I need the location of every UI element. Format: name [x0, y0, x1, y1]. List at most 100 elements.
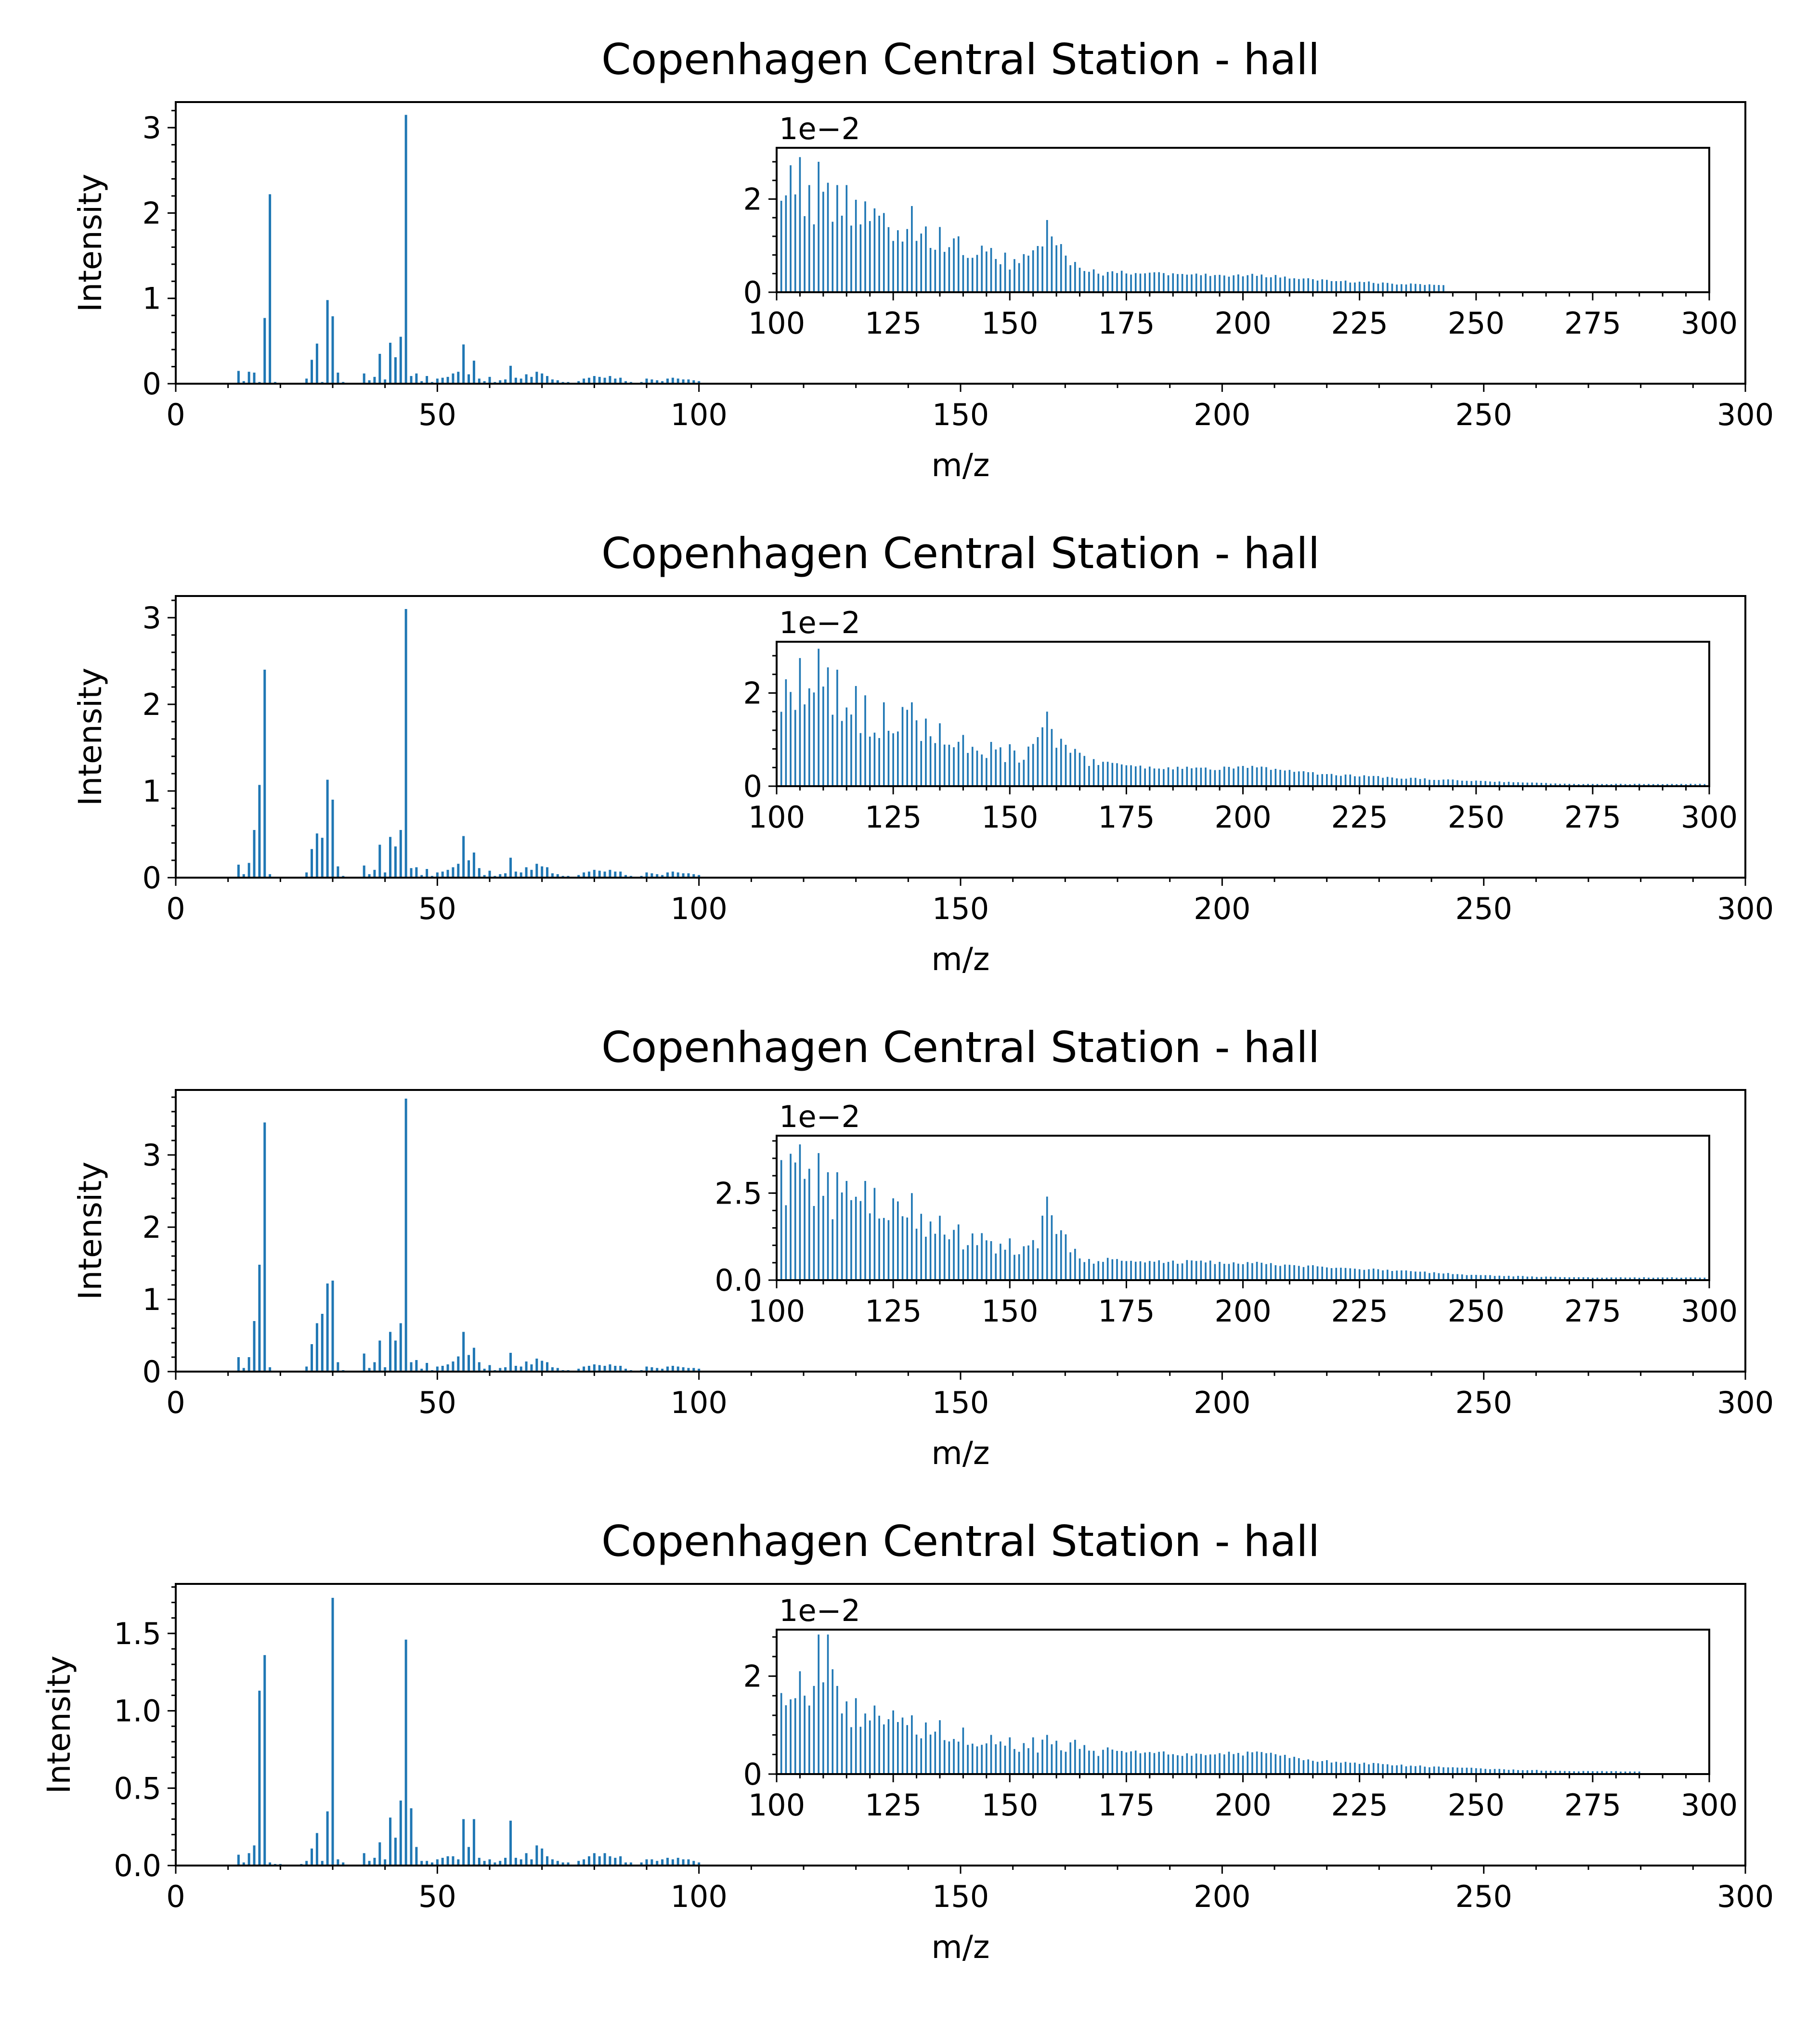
- inset-bar: [1475, 1275, 1477, 1280]
- bar: [692, 1861, 695, 1866]
- bar: [237, 1854, 240, 1866]
- inset-bar: [1163, 273, 1165, 292]
- bar: [671, 1859, 674, 1866]
- inset-bar: [1023, 1743, 1025, 1774]
- inset-x-tick-label: 100: [748, 1294, 805, 1329]
- inset-bar: [1186, 1260, 1188, 1280]
- inset-bar: [790, 165, 792, 292]
- inset-bar: [813, 692, 815, 786]
- inset-bar: [1046, 1196, 1048, 1280]
- inset-bar: [1274, 1265, 1277, 1280]
- bar: [311, 360, 313, 384]
- inset-bar: [1074, 262, 1076, 292]
- inset-bar: [1638, 1278, 1640, 1280]
- bar: [609, 1364, 611, 1372]
- inset-bar: [1032, 250, 1034, 292]
- bar: [577, 875, 580, 878]
- bar: [541, 866, 544, 878]
- inset-y-tick-label: 2: [743, 1659, 762, 1694]
- inset-bar: [1163, 1751, 1165, 1774]
- inset-bar: [925, 226, 927, 292]
- inset-bar: [1382, 282, 1384, 292]
- bar: [415, 867, 418, 878]
- inset-bar: [1274, 275, 1277, 292]
- inset-bar: [869, 737, 871, 786]
- inset-y-tick-label: 2.5: [715, 1176, 762, 1211]
- inset-bar: [1340, 1268, 1342, 1280]
- inset-bar: [799, 1671, 801, 1774]
- inset-x-tick-label: 125: [865, 1294, 922, 1329]
- bar: [587, 871, 590, 878]
- inset-bar: [1340, 776, 1342, 786]
- bar: [436, 1366, 439, 1372]
- inset-bar: [1200, 275, 1202, 292]
- y-axis-label: Intensity: [40, 1656, 78, 1794]
- bar: [530, 376, 533, 384]
- inset-bar: [887, 1719, 890, 1774]
- inset-bar: [1610, 1771, 1612, 1774]
- inset-bar: [1284, 276, 1286, 292]
- y-tick-label: 0.5: [114, 1771, 161, 1806]
- inset-bar: [808, 185, 810, 292]
- x-tick-label: 300: [1717, 891, 1774, 926]
- inset-bar: [1205, 273, 1207, 292]
- inset-bar: [1419, 1765, 1421, 1774]
- inset-bar: [1578, 784, 1580, 786]
- inset-bar: [1629, 784, 1631, 786]
- inset-bar: [1000, 264, 1001, 292]
- x-tick-label: 150: [932, 891, 989, 926]
- inset-bar: [1601, 1771, 1603, 1774]
- inset-bar: [1386, 283, 1389, 292]
- bar: [676, 1366, 679, 1372]
- inset-bar: [1526, 1770, 1529, 1774]
- inset-bar: [1466, 1275, 1468, 1280]
- inset-x-tick-label: 300: [1681, 1788, 1738, 1823]
- inset-bar: [1419, 284, 1421, 292]
- bar: [698, 1862, 701, 1866]
- inset-bar: [1083, 271, 1086, 292]
- bar: [525, 374, 528, 384]
- inset-bar: [827, 182, 829, 292]
- inset-bar: [1298, 771, 1300, 786]
- y-axis: 0 1 2 3 Intensity: [72, 1096, 176, 1389]
- inset-bar: [1051, 1215, 1053, 1280]
- inset-bar: [1638, 1771, 1640, 1774]
- bar: [468, 1847, 470, 1866]
- inset-bar: [1134, 273, 1137, 292]
- inset-bar: [1130, 1260, 1132, 1280]
- inset-bar: [943, 744, 946, 786]
- bar: [551, 1367, 554, 1372]
- inset-bar: [1270, 277, 1272, 292]
- bar: [311, 1344, 313, 1372]
- inset-bar: [1494, 782, 1496, 786]
- inset-bar: [1549, 1771, 1552, 1774]
- inset-bar: [1181, 274, 1183, 292]
- inset-bar: [981, 246, 983, 292]
- inset-bar: [1307, 1759, 1309, 1774]
- inset-x-tick-label: 100: [748, 1788, 805, 1823]
- bar: [698, 1369, 701, 1372]
- x-tick-label: 50: [418, 1879, 456, 1914]
- bar: [603, 1366, 606, 1372]
- inset-bar: [1209, 1754, 1211, 1774]
- inset-bar: [915, 1735, 918, 1774]
- inset-bar: [1097, 273, 1100, 292]
- inset-bar: [939, 1720, 941, 1774]
- inset-bar: [1130, 274, 1132, 292]
- inset-bar: [1191, 274, 1193, 292]
- bar: [436, 1859, 439, 1866]
- inset-bar: [1037, 1248, 1039, 1280]
- inset-bar: [943, 1234, 946, 1280]
- inset-bar: [1316, 1762, 1319, 1774]
- inset-bar: [1429, 284, 1430, 292]
- inset-bar: [1312, 772, 1314, 786]
- inset-bar: [1573, 1277, 1575, 1280]
- inset-bar: [1685, 1277, 1687, 1280]
- bar: [384, 1859, 387, 1866]
- inset-bar: [1307, 772, 1309, 786]
- inset-bar: [1158, 1751, 1160, 1774]
- inset-bar: [1092, 1750, 1095, 1774]
- inset-bar: [1214, 770, 1216, 786]
- inset-bar: [1111, 271, 1114, 292]
- inset-bar: [1657, 1277, 1659, 1280]
